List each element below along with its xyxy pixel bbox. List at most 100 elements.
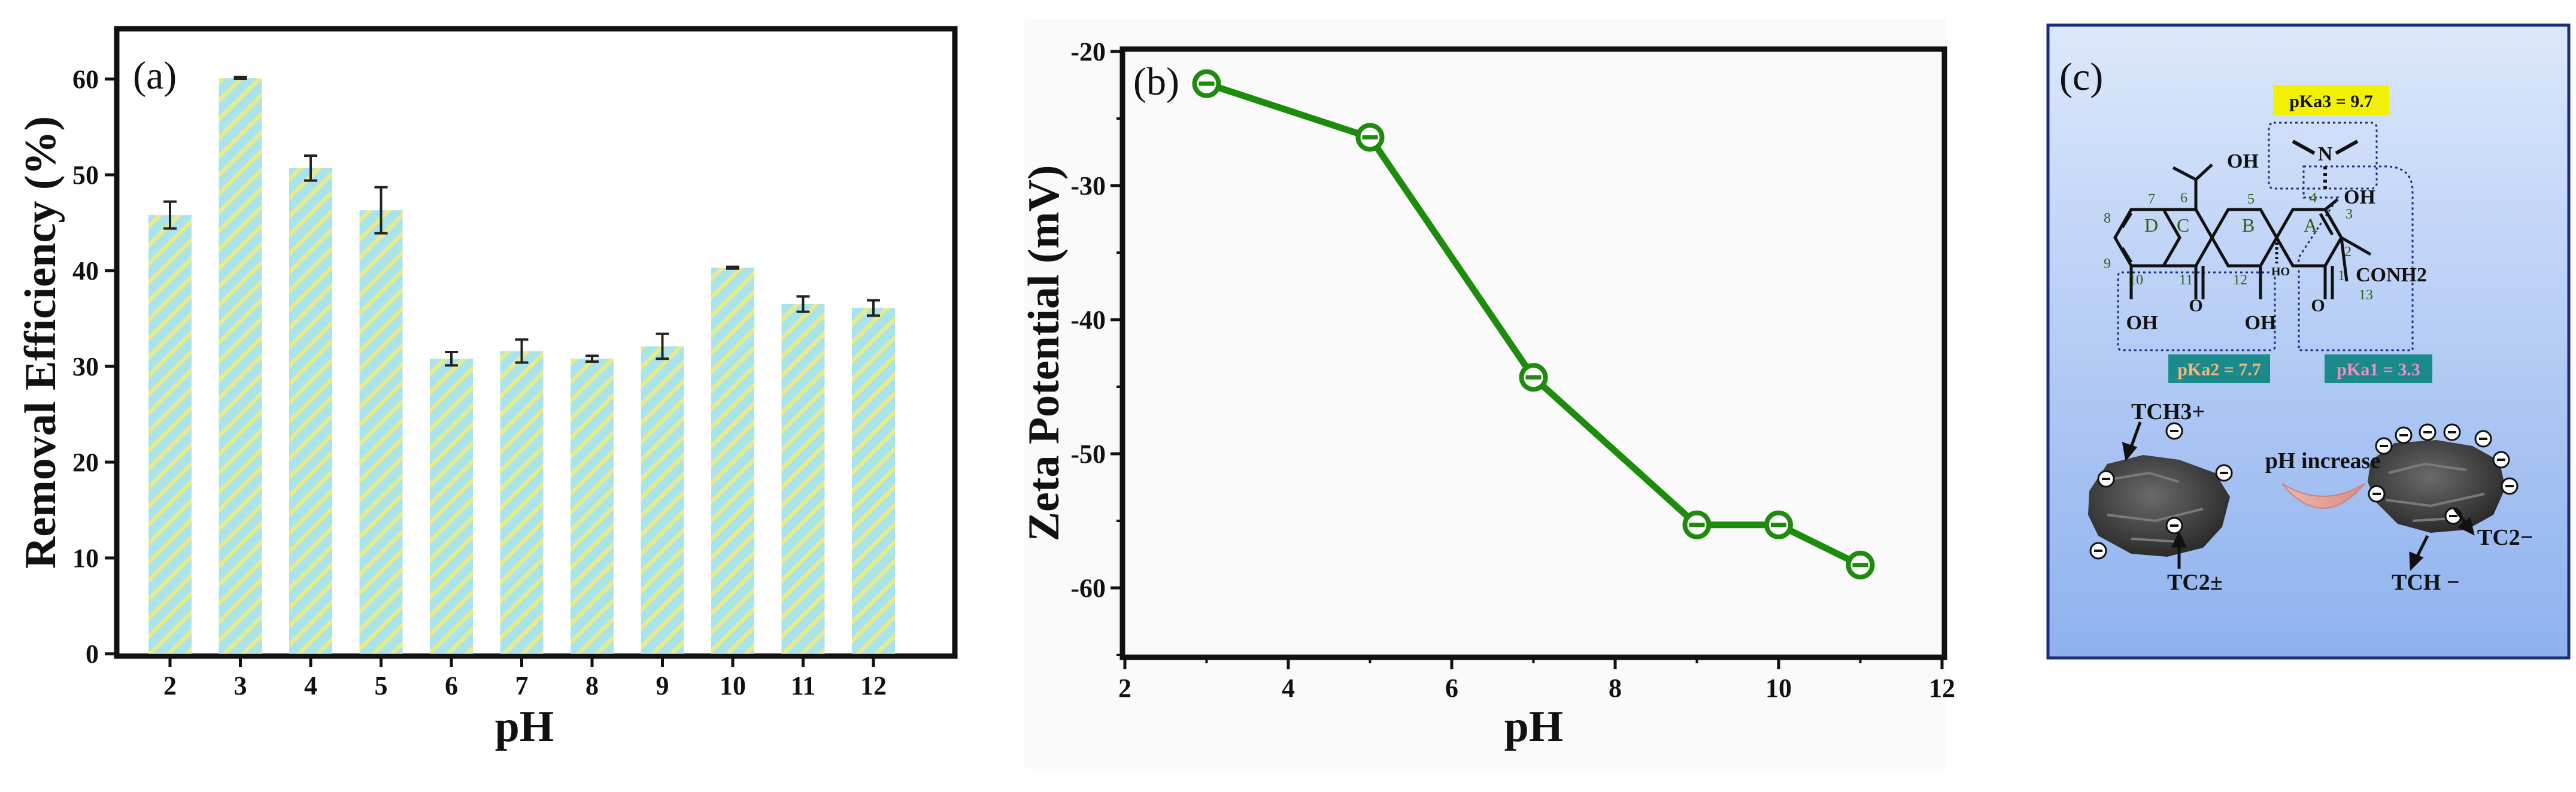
tch3-plus-label: TCH3+ — [2131, 399, 2205, 424]
y-tick-label: 30 — [72, 352, 99, 381]
minus-charge-icon — [2375, 437, 2393, 455]
error-bar-5 — [374, 186, 388, 235]
panel-b-points — [1192, 69, 1875, 579]
ho-label: HO — [2271, 265, 2290, 278]
ring-b-label: B — [2242, 214, 2255, 236]
y-tick-label: 20 — [72, 448, 99, 477]
minus-charge-icon — [2443, 423, 2461, 441]
atom-number: 9 — [2104, 256, 2111, 272]
minus-charge-icon — [2097, 470, 2115, 488]
atom-number: 3 — [2346, 207, 2353, 222]
bar-9 — [641, 346, 684, 654]
bar-12 — [852, 308, 895, 654]
x-tick-label: 7 — [515, 671, 529, 700]
panel-a-frame — [114, 26, 958, 659]
panel-b-y-ticks: -20 -30 -40 -50 -60 — [1070, 37, 1122, 656]
panel-c-label: (c) — [2059, 55, 2103, 99]
dimethylamino-box — [2268, 122, 2378, 190]
error-bar-7 — [515, 338, 529, 364]
panel-a-error-bars — [163, 75, 880, 367]
atom-number: 6 — [2180, 190, 2187, 206]
particle-left — [2088, 455, 2230, 557]
oh-top: OH — [2227, 150, 2259, 172]
y-tick-label: -50 — [1070, 439, 1106, 469]
panel-a-bars — [148, 78, 895, 654]
bar-7 — [500, 351, 544, 654]
error-bar-12 — [867, 299, 880, 317]
atom-number: 7 — [2148, 192, 2155, 207]
atom-number: 11 — [2179, 272, 2193, 288]
ring-a-label: A — [2304, 214, 2317, 236]
panel-b-background — [1024, 19, 1946, 769]
bar-2 — [148, 215, 192, 654]
x-tick-label: 8 — [1609, 673, 1622, 703]
oh-right: OH — [2344, 186, 2375, 208]
panel-a-x-axis-title: pH — [495, 702, 554, 751]
minus-charge-icon — [2165, 422, 2183, 440]
panel-b-series-line — [1205, 80, 1862, 568]
ph-increase-label: pH increase — [2265, 448, 2380, 474]
x-tick-label: 5 — [375, 671, 388, 700]
x-tick-label: 4 — [304, 671, 317, 700]
panel-b-label: (b) — [1133, 60, 1179, 104]
tc2-zwitterion-label: TC2± — [2167, 570, 2223, 595]
ph-increase-arrow — [2281, 483, 2365, 509]
minus-charge-icon — [2492, 451, 2510, 469]
data-point-ph-9 — [1682, 510, 1712, 539]
x-tick-label: 2 — [163, 671, 177, 700]
tetracycline-skeleton — [2113, 163, 2372, 299]
panel-b-x-axis-title: pH — [1504, 702, 1564, 751]
x-tick-label: 2 — [1118, 673, 1131, 703]
data-point-ph-11 — [1846, 550, 1875, 579]
atom-number: 13 — [2359, 287, 2373, 303]
bar-3 — [219, 78, 262, 654]
y-tick-label: 10 — [72, 544, 99, 573]
y-tick-label: -60 — [1070, 573, 1106, 603]
panel-c: (c) pKa3 = 9.7 N — [2046, 23, 2571, 660]
oh-bottom-left: OH — [2126, 312, 2158, 334]
tc2-minus-label: TC2− — [2477, 525, 2533, 550]
panel-b-y-axis-title: Zeta Potential (mV) — [1020, 165, 1069, 542]
x-tick-label: 12 — [1929, 673, 1955, 703]
phenolic-diketone-box — [2117, 271, 2276, 351]
panel-a-y-axis-title: Removal Efficiency (%) — [16, 116, 65, 569]
atom-number: 8 — [2104, 211, 2111, 226]
panel-b-x-ticks: 2 4 6 8 10 12 — [1118, 657, 1955, 703]
bar-11 — [781, 304, 825, 654]
minus-charge-icon — [2474, 430, 2492, 448]
minus-charge-icon — [2165, 517, 2183, 535]
error-bar-3 — [233, 75, 247, 80]
panel-a: (a) 0 10 20 30 40 50 60 2 3 4 5 6 7 8 9 10 11 12 pH Remo… — [16, 26, 958, 751]
y-tick-label: -40 — [1070, 305, 1106, 335]
conh2-group: CONH2 — [2356, 264, 2427, 286]
tricarbonyl-box — [2298, 165, 2414, 351]
pka1-badge — [2325, 354, 2432, 383]
minus-charge-icon — [2395, 426, 2413, 444]
bar-8 — [571, 359, 614, 654]
atom-number: 5 — [2247, 192, 2255, 207]
x-tick-label: 6 — [1445, 673, 1458, 703]
pka3-label: pKa3 = 9.7 — [2289, 92, 2373, 111]
error-bar-6 — [445, 351, 458, 367]
pka3-badge — [2273, 85, 2389, 115]
y-tick-label: -30 — [1070, 171, 1106, 201]
atom-number: 2 — [2344, 244, 2352, 260]
y-tick-label: 40 — [72, 256, 99, 286]
minus-charge-icon — [2368, 485, 2386, 503]
nitrogen-atom: N — [2318, 143, 2333, 165]
x-tick-label: 10 — [1765, 673, 1792, 703]
species-arrows — [2122, 421, 2475, 571]
atom-number: 4 — [2310, 190, 2317, 206]
data-point-ph-7 — [1519, 363, 1548, 392]
bar-6 — [430, 359, 473, 654]
o-left: O — [2189, 296, 2202, 315]
data-point-ph-3 — [1192, 69, 1221, 98]
atom-number: 10 — [2129, 272, 2143, 288]
error-bar-9 — [656, 332, 669, 360]
y-tick-label: 50 — [72, 160, 99, 190]
y-tick-label: 60 — [72, 65, 99, 94]
panel-a-x-ticks: 2 3 4 5 6 7 8 9 10 11 12 — [163, 656, 887, 700]
oh-bottom-mid: OH — [2245, 312, 2277, 334]
